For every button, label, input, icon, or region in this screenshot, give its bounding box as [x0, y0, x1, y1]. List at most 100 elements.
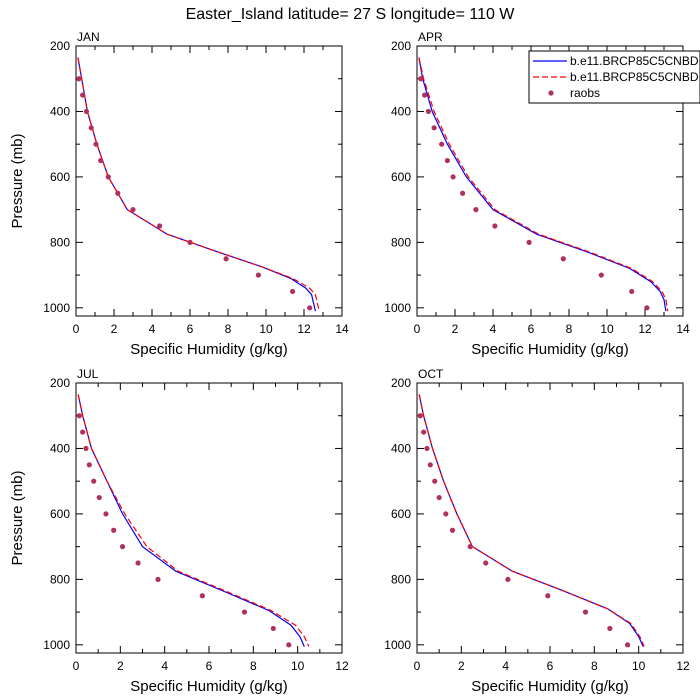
y-tick-label: 400 [391, 104, 411, 118]
x-tick-label: 0 [73, 322, 80, 336]
y-axis-title: Pressure (mb) [9, 470, 26, 565]
raobs-point [624, 642, 631, 648]
raobs-point [424, 445, 430, 452]
raobs-point [241, 609, 248, 615]
legend-label: b.e11.BRCP85C5CNBDRD.f09_g16.002 [570, 70, 700, 84]
series-group [76, 394, 310, 648]
raobs-point [80, 92, 86, 98]
raobs-point [307, 305, 313, 311]
series-group [76, 57, 320, 312]
y-tick-label: 200 [391, 376, 411, 390]
y-tick-label: 800 [50, 235, 70, 249]
raobs-point [119, 544, 126, 550]
y-tick-label: 600 [391, 507, 411, 521]
x-tick-label: 0 [414, 322, 421, 336]
series-line-1 [418, 394, 644, 647]
raobs-point [425, 108, 431, 115]
x-tick-label: 4 [502, 659, 509, 673]
raobs-point [88, 125, 94, 131]
series-group [418, 57, 669, 312]
x-tick-label: 0 [73, 659, 80, 673]
raobs-point [135, 560, 141, 566]
raobs-point [83, 445, 89, 452]
raobs-point [449, 527, 456, 533]
x-tick-label: 0 [414, 659, 421, 673]
y-axis-title: Pressure (mb) [9, 133, 26, 228]
legend-label: raobs [570, 86, 600, 100]
plot-frame [75, 382, 343, 654]
series-line-2 [77, 394, 310, 647]
raobs-point [444, 157, 450, 164]
y-tick-label: 600 [50, 507, 70, 521]
panel-title: APR [418, 30, 443, 44]
y-tick-label: 200 [50, 376, 70, 390]
x-axis-title: Specific Humidity (g/kg) [130, 341, 288, 358]
x-tick-label: 2 [458, 659, 465, 673]
x-tick-label: 6 [528, 322, 535, 336]
x-tick-label: 8 [225, 322, 232, 336]
raobs-point [598, 272, 604, 278]
raobs-point [223, 256, 229, 262]
raobs-point [199, 593, 205, 599]
raobs-point [98, 157, 104, 164]
series-group [417, 394, 645, 648]
y-tick-label: 600 [50, 170, 70, 184]
raobs-point [417, 413, 423, 419]
x-tick-label: 4 [161, 659, 168, 673]
y-tick-label: 1000 [43, 638, 70, 652]
raobs-point [105, 174, 111, 180]
raobs-point [255, 272, 261, 278]
y-tick-label: 800 [50, 572, 70, 586]
y-tick-label: 1000 [384, 638, 411, 652]
y-tick-label: 200 [50, 39, 70, 53]
raobs-point [422, 92, 428, 98]
x-axis-title: Specific Humidity (g/kg) [471, 678, 629, 695]
series-line-2 [418, 394, 645, 647]
raobs-point [629, 288, 635, 295]
panel-title: JUL [77, 367, 99, 381]
plot-frame [75, 45, 343, 317]
y-tick-label: 1000 [384, 301, 411, 315]
y-tick-label: 400 [391, 441, 411, 455]
raobs-point [157, 223, 163, 229]
raobs-point [505, 576, 511, 582]
panel-title: JAN [77, 30, 100, 44]
raobs-point [418, 76, 424, 82]
panel-oct: OCT 0 2 4 6 8 10 12 200 400 600 800 1000 Specific Hum… [384, 367, 690, 695]
x-tick-label: 8 [250, 659, 257, 673]
series-line-2 [77, 57, 320, 312]
raobs-point [130, 207, 136, 213]
x-tick-label: 4 [149, 322, 156, 336]
x-tick-label: 10 [632, 659, 646, 673]
raobs-point [421, 429, 427, 435]
raobs-point [582, 609, 589, 615]
plot-frame [416, 382, 684, 654]
raobs-point [443, 511, 449, 517]
raobs-point [155, 576, 161, 582]
y-tick-label: 400 [50, 104, 70, 118]
raobs-point [111, 527, 117, 533]
x-tick-label: 6 [547, 659, 554, 673]
x-tick-label: 12 [335, 659, 349, 673]
y-tick-label: 800 [391, 572, 411, 586]
panel-apr: APR 0 2 4 6 8 10 12 14 200 400 600 800 1000 Specific H… [384, 30, 690, 358]
x-tick-label: 12 [638, 322, 652, 336]
x-tick-label: 8 [566, 322, 573, 336]
raobs-point [460, 190, 466, 196]
raobs-point [450, 174, 456, 180]
x-tick-label: 10 [291, 659, 305, 673]
raobs-point [431, 125, 437, 131]
panel-jan: JAN 0 2 4 6 8 10 12 14 200 400 600 800 1000 Specific H… [9, 30, 349, 358]
panel-title: OCT [418, 367, 444, 381]
x-tick-label: 8 [591, 659, 598, 673]
panel-jul: JUL 0 2 4 6 8 10 12 200 400 600 800 1000 Specific Hum… [9, 367, 349, 695]
x-tick-label: 2 [117, 659, 124, 673]
x-axis-title: Specific Humidity (g/kg) [130, 678, 288, 695]
x-tick-label: 2 [452, 322, 459, 336]
y-tick-label: 1000 [43, 301, 70, 315]
raobs-point [427, 462, 433, 468]
x-tick-label: 6 [206, 659, 213, 673]
raobs-point [83, 108, 90, 115]
raobs-point [91, 478, 97, 484]
